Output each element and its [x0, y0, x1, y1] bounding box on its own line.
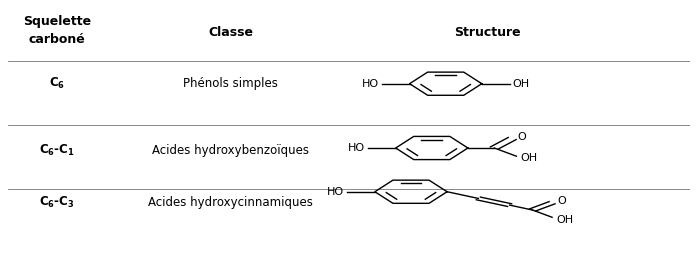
- Text: $\mathbf{C_6}$: $\mathbf{C_6}$: [49, 76, 65, 91]
- Text: O: O: [558, 197, 567, 206]
- Text: $\mathbf{C_6}$-$\mathbf{C_1}$: $\mathbf{C_6}$-$\mathbf{C_1}$: [39, 143, 75, 158]
- Text: Squelette: Squelette: [23, 15, 91, 28]
- Text: Structure: Structure: [454, 26, 521, 39]
- Text: carboné: carboné: [29, 34, 85, 47]
- Text: Classe: Classe: [208, 26, 253, 39]
- Text: Acides hydroxybenzoïques: Acides hydroxybenzoïques: [152, 144, 309, 157]
- Text: $\mathbf{C_6}$-$\mathbf{C_3}$: $\mathbf{C_6}$-$\mathbf{C_3}$: [39, 194, 75, 210]
- Text: Acides hydroxycinnamiques: Acides hydroxycinnamiques: [148, 196, 313, 209]
- Text: HO: HO: [362, 79, 379, 89]
- Text: OH: OH: [556, 215, 574, 225]
- Text: HO: HO: [327, 187, 344, 197]
- Text: Phénols simples: Phénols simples: [183, 77, 278, 90]
- Text: OH: OH: [512, 79, 530, 89]
- Text: O: O: [518, 132, 526, 142]
- Text: OH: OH: [521, 153, 537, 163]
- Text: HO: HO: [348, 143, 365, 153]
